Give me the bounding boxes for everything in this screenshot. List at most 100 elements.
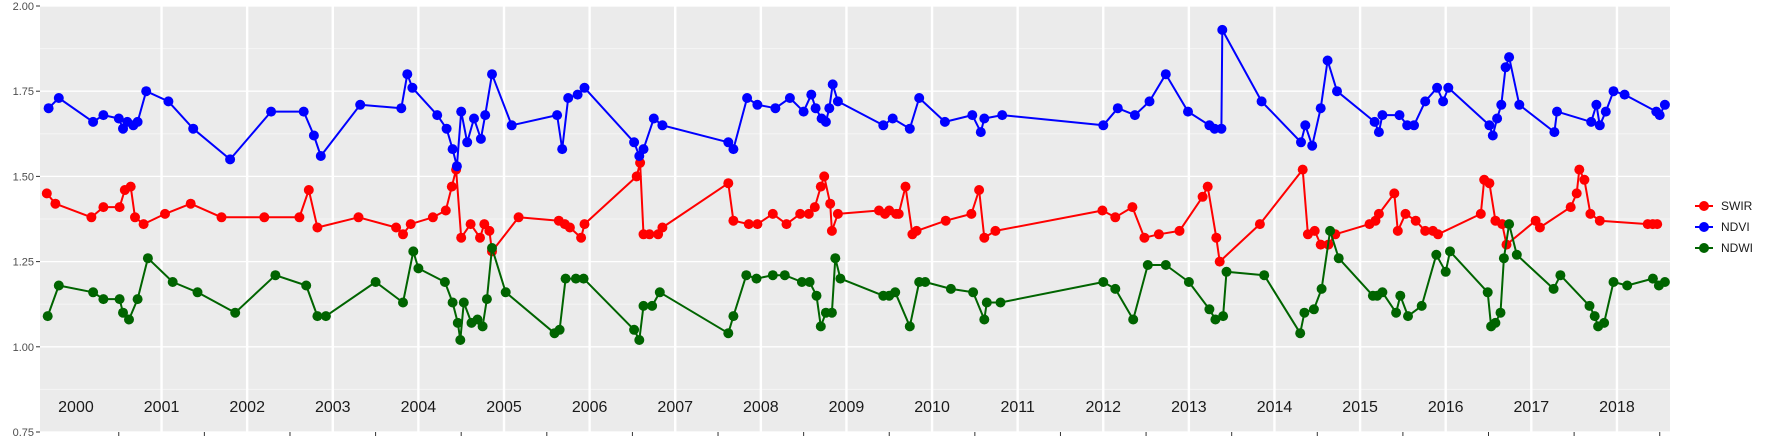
data-point-ndvi — [810, 103, 821, 114]
data-point-swir — [826, 225, 837, 236]
data-point-swir — [1574, 164, 1585, 175]
year-label: 2003 — [315, 399, 351, 416]
data-point-swir — [1254, 219, 1265, 230]
data-point-swir — [1392, 225, 1403, 236]
data-point-ndvi — [1549, 127, 1560, 138]
data-point-ndvi — [1591, 99, 1602, 110]
data-point-ndwi — [1490, 317, 1501, 328]
data-point-ndvi — [402, 69, 413, 80]
data-point-ndwi — [1218, 311, 1229, 322]
year-label: 2001 — [144, 399, 180, 416]
year-label: 2017 — [1514, 399, 1550, 416]
legend-label-swir: SWIR — [1721, 199, 1753, 213]
data-point-swir — [1214, 256, 1225, 267]
year-label: 2018 — [1599, 399, 1635, 416]
data-point-swir — [1534, 222, 1545, 233]
data-point-ndvi — [113, 113, 124, 124]
data-point-ndvi — [432, 110, 443, 121]
data-point-ndwi — [447, 297, 458, 308]
data-point-ndwi — [132, 294, 143, 305]
data-point-ndvi — [728, 144, 739, 155]
data-point-ndvi — [806, 89, 817, 100]
data-point-ndvi — [1160, 69, 1171, 80]
year-label: 2015 — [1342, 399, 1378, 416]
data-point-ndwi — [945, 283, 956, 294]
data-point-ndvi — [563, 93, 574, 103]
data-point-ndwi — [1221, 266, 1232, 277]
year-label: 2004 — [401, 399, 437, 416]
data-point-ndwi — [826, 307, 837, 318]
data-point-ndwi — [804, 277, 815, 287]
data-point-ndwi — [1647, 273, 1658, 284]
data-point-ndvi — [1487, 130, 1498, 141]
data-point-swir — [484, 225, 495, 236]
data-point-ndvi — [648, 113, 659, 124]
data-point-ndvi — [462, 137, 473, 148]
data-point-ndvi — [1296, 137, 1306, 148]
data-point-ndvi — [1307, 140, 1318, 151]
data-point-swir — [398, 229, 408, 240]
data-point-swir — [185, 198, 196, 209]
y-tick-label: 1.50 — [13, 171, 34, 183]
legend-key-point — [1699, 243, 1709, 253]
year-label: 2007 — [657, 399, 693, 416]
data-point-ndwi — [1259, 270, 1270, 281]
legend-label-ndwi: NDWI — [1721, 241, 1753, 255]
data-point-swir — [752, 219, 763, 230]
major-gridlines — [40, 5, 1670, 433]
data-point-swir — [130, 212, 140, 223]
data-point-ndvi — [396, 103, 407, 114]
data-point-ndwi — [904, 321, 915, 332]
data-point-ndwi — [455, 335, 466, 345]
data-point-swir — [990, 225, 1001, 236]
data-point-swir — [1174, 225, 1185, 236]
data-point-ndwi — [142, 253, 153, 264]
data-point-ndvi — [315, 151, 326, 161]
data-point-ndwi — [1299, 307, 1310, 318]
data-point-swir — [1373, 208, 1384, 219]
data-point-ndwi — [979, 314, 990, 325]
data-point-ndwi — [723, 328, 734, 339]
data-point-ndvi — [552, 110, 563, 121]
data-point-ndvi — [1594, 120, 1605, 131]
data-point-ndvi — [1600, 106, 1611, 117]
data-point-swir — [966, 208, 977, 219]
data-point-ndwi — [638, 300, 649, 311]
data-point-ndvi — [638, 144, 649, 155]
data-point-ndwi — [1308, 304, 1319, 315]
data-point-ndwi — [1431, 249, 1442, 260]
data-point-ndwi — [767, 270, 778, 281]
data-point-ndwi — [398, 297, 408, 308]
data-point-swir — [723, 178, 734, 189]
data-point-ndwi — [1445, 246, 1455, 257]
data-point-swir — [50, 198, 61, 209]
year-label: 2002 — [229, 399, 265, 416]
data-point-swir — [114, 202, 125, 213]
data-point-swir — [767, 208, 778, 219]
data-point-ndwi — [458, 297, 469, 308]
data-point-ndwi — [98, 294, 109, 305]
data-point-ndwi — [477, 321, 488, 332]
data-point-ndwi — [1142, 260, 1153, 270]
data-point-swir — [576, 232, 587, 243]
data-point-swir — [657, 222, 668, 233]
data-point-ndwi — [452, 317, 463, 328]
data-point-swir — [1565, 202, 1576, 213]
data-point-ndvi — [557, 144, 568, 155]
data-point-ndwi — [1511, 249, 1522, 260]
data-point-ndwi — [570, 273, 581, 284]
data-point-ndwi — [1110, 283, 1121, 294]
x-axis-ticks — [118, 432, 1661, 436]
data-point-swir — [465, 219, 476, 230]
data-point-ndwi — [1325, 225, 1336, 236]
data-point-ndvi — [820, 116, 831, 127]
data-point-ndwi — [1498, 253, 1509, 264]
data-point-ndwi — [890, 287, 901, 298]
data-point-ndvi — [43, 103, 54, 114]
data-point-ndwi — [1440, 266, 1451, 277]
data-point-swir — [1139, 232, 1150, 243]
data-point-ndvi — [1300, 120, 1311, 131]
y-tick-label: 2.00 — [13, 1, 34, 13]
data-point-ndvi — [1144, 96, 1155, 107]
